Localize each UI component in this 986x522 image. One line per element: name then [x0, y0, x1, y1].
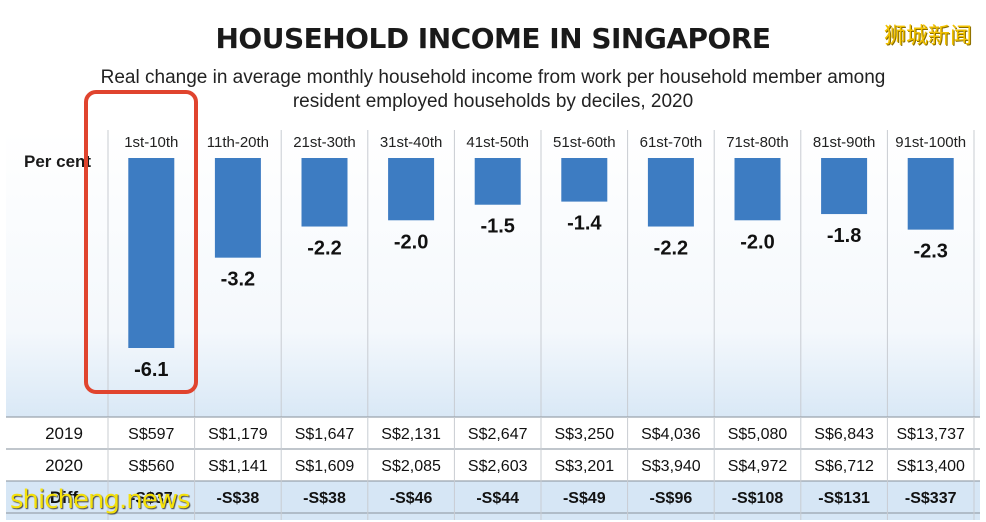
- subtitle-line-2: resident employed households by deciles,…: [292, 91, 694, 112]
- table-cell: S$4,036: [641, 426, 701, 443]
- data-label: -1.4: [567, 213, 602, 235]
- table-cell: -S$131: [818, 490, 870, 507]
- chart-title: HOUSEHOLD INCOME IN SINGAPORE: [215, 22, 771, 55]
- table-cell: -S$49: [563, 490, 606, 507]
- x-tick-label: 91st-100th: [895, 134, 966, 151]
- table-cell: -S$38: [217, 490, 260, 507]
- table-cell: S$560: [128, 458, 174, 475]
- data-label: -2.3: [913, 241, 947, 263]
- data-label: -1.5: [480, 216, 514, 238]
- bar: [907, 158, 954, 230]
- table-cell: -S$38: [303, 490, 346, 507]
- bar: [821, 158, 868, 215]
- table-cell: -S$46: [390, 490, 433, 507]
- bar: [214, 158, 261, 258]
- highlight-box: [84, 90, 198, 394]
- table-cell: S$1,647: [295, 426, 355, 443]
- data-label: -2.2: [307, 238, 341, 260]
- bar: [474, 158, 521, 205]
- bar: [647, 158, 694, 227]
- x-tick-label: 31st-40th: [380, 134, 443, 151]
- table-cell: S$1,609: [295, 458, 355, 475]
- bar: [128, 158, 175, 348]
- table-cell: S$2,647: [468, 426, 528, 443]
- table-cell: S$1,141: [208, 458, 268, 475]
- table-cell: S$4,972: [728, 458, 788, 475]
- bar: [301, 158, 348, 227]
- table-cell: S$597: [128, 426, 174, 443]
- table-row-label: 2019: [45, 424, 83, 443]
- data-label: -2.0: [740, 231, 774, 253]
- data-label: -2.2: [654, 238, 688, 260]
- y-unit-label: Per cent: [24, 152, 92, 171]
- x-tick-label: 21st-30th: [293, 134, 356, 151]
- subtitle-line-1: Real change in average monthly household…: [100, 67, 886, 88]
- table-cell: S$3,201: [554, 458, 614, 475]
- x-tick-label: 51st-60th: [553, 134, 616, 151]
- data-label: -6.1: [134, 359, 168, 381]
- table-cell: S$2,131: [381, 426, 441, 443]
- table-cell: -S$337: [905, 490, 957, 507]
- data-label: -3.2: [221, 269, 255, 291]
- x-tick-label: 81st-90th: [813, 134, 876, 151]
- chart-subtitle: Real change in average monthly household…: [80, 66, 906, 114]
- bar: [734, 158, 781, 221]
- data-label: -1.8: [827, 225, 861, 247]
- watermark-site: shicheng.news: [10, 485, 191, 515]
- table-cell: S$6,843: [814, 426, 874, 443]
- table-cell: -S$44: [476, 490, 519, 507]
- table-cell: S$13,737: [896, 426, 965, 443]
- x-tick-label: 71st-80th: [726, 134, 789, 151]
- table-row-label: Diff: [50, 488, 79, 507]
- table-cell: S$2,603: [468, 458, 528, 475]
- table-cell: S$2,085: [381, 458, 441, 475]
- table-row-label: 2020: [45, 456, 83, 475]
- x-tick-label: 41st-50th: [466, 134, 529, 151]
- bar: [561, 158, 608, 202]
- watermark-chinese: 狮城新闻: [883, 24, 972, 49]
- data-label: -2.0: [394, 231, 428, 253]
- table-cell: S$13,400: [896, 458, 965, 475]
- table-cell: S$1,179: [208, 426, 268, 443]
- bar-chart: 1st-10th -6.1 11th-20th -3.2 21st-30th -2.2 31…: [6, 130, 980, 520]
- x-tick-label: 61st-70th: [640, 134, 703, 151]
- table-cell: S$3,250: [554, 426, 614, 443]
- table-cell: -S$96: [650, 490, 693, 507]
- table-cell: S$5,080: [728, 426, 788, 443]
- table-cell: S$3,940: [641, 458, 701, 475]
- table-cell: -S$108: [732, 490, 784, 507]
- table-cell: S$6,712: [814, 458, 874, 475]
- bar: [388, 158, 435, 221]
- table-cell: -S$37: [130, 490, 173, 507]
- x-tick-label: 1st-10th: [124, 134, 178, 151]
- x-tick-label: 11th-20th: [207, 134, 269, 151]
